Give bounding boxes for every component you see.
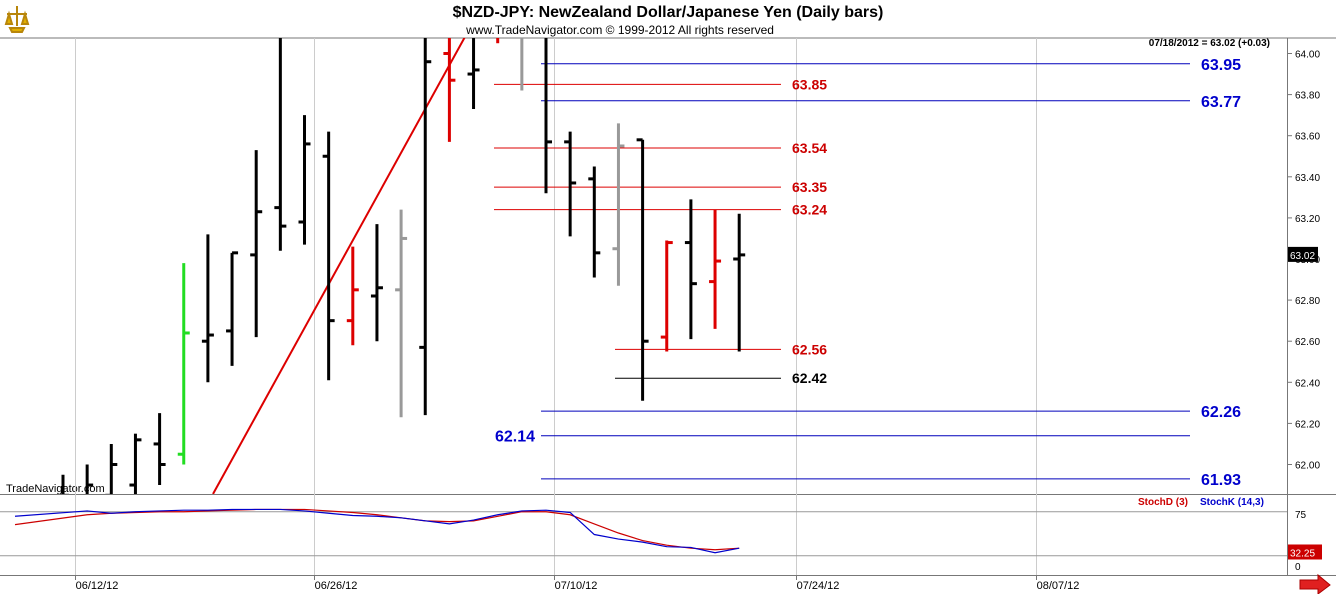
red-level-label: 63.24 <box>792 202 827 218</box>
price-tick-label: 63.80 <box>1295 91 1320 102</box>
price-bar <box>544 38 552 194</box>
price-bar <box>250 150 263 338</box>
black-level-label: 62.42 <box>792 370 827 386</box>
price-tick-label: 62.20 <box>1295 419 1320 430</box>
price-bar <box>443 38 456 142</box>
trade-navigator-logo-icon <box>4 4 30 34</box>
price-bar <box>177 263 190 465</box>
price-bar <box>733 213 746 352</box>
price-bar <box>201 234 214 383</box>
price-bar <box>395 209 408 418</box>
blue-level-label: 62.26 <box>1201 404 1241 421</box>
last-price-label: 63.02 <box>1290 251 1315 262</box>
price-bar <box>105 443 118 494</box>
blue-level-label: 61.93 <box>1201 472 1241 489</box>
price-bars <box>61 38 746 494</box>
price-bar <box>129 433 142 494</box>
price-tick-label: 62.40 <box>1295 378 1320 389</box>
legend-stochd: StochD (3) <box>1138 497 1188 508</box>
date-axis: 06/12/12 06/26/12 07/10/12 07/24/12 08/07/12 <box>75 575 1080 592</box>
price-bar <box>520 38 524 91</box>
date-tick-label: 06/12/12 <box>76 580 119 592</box>
price-tick-label: 63.40 <box>1295 173 1320 184</box>
red-level-label: 63.85 <box>792 76 827 92</box>
price-bar <box>419 38 432 416</box>
blue-level-label: 63.77 <box>1201 94 1241 111</box>
red-level-label: 62.56 <box>792 341 827 357</box>
price-bar <box>564 131 577 237</box>
date-gridlines <box>75 38 1037 575</box>
date-tick-label: 06/26/12 <box>315 580 358 592</box>
price-bar <box>322 131 335 381</box>
price-bar <box>709 209 722 329</box>
date-tick-label: 08/07/12 <box>1037 580 1080 592</box>
price-bar <box>153 413 166 486</box>
date-tick-label: 07/24/12 <box>797 580 840 592</box>
last-price-tag <box>1288 246 1318 262</box>
price-bar <box>636 138 649 401</box>
watermark: TradeNavigator.com <box>6 483 105 495</box>
price-bar <box>85 464 94 494</box>
price-bar <box>346 246 359 346</box>
price-tick-label: 62.60 <box>1295 337 1320 348</box>
price-bar <box>226 251 239 366</box>
stoch-last-tag <box>1288 544 1322 560</box>
fibonacci-levels: 63.85 63.54 63.35 63.24 62.56 62.42 63.95 63.77… <box>494 57 1241 489</box>
price-panel-frame <box>0 37 1336 576</box>
price-tick-label: 64.00 <box>1295 50 1320 61</box>
price-bar <box>467 38 480 109</box>
chart-subtitle: www.TradeNavigator.com © 1999-2012 All r… <box>465 23 774 37</box>
price-bar <box>370 224 383 342</box>
blue-level-label: 62.14 <box>495 429 535 446</box>
price-bar <box>588 166 601 278</box>
price-tick-label: 63.60 <box>1295 132 1320 143</box>
price-tick-label: 62.00 <box>1295 461 1320 472</box>
price-bar <box>274 38 287 251</box>
trendline <box>212 38 466 494</box>
price-tick-label: 63.20 <box>1295 214 1320 225</box>
stoch-last-label: 32.25 <box>1290 548 1315 559</box>
legend-stochk: StochK (14,3) <box>1200 497 1264 508</box>
price-bar <box>612 123 625 286</box>
stoch-series-line <box>14 508 740 554</box>
price-tick-label: 62.80 <box>1295 296 1320 307</box>
price-bar <box>61 474 69 494</box>
scroll-right-arrow-icon[interactable] <box>1299 573 1331 594</box>
trendline-segment <box>212 38 466 494</box>
stochastic-panel: 75 0 32.25 StochD (3) StochK (14,3) <box>0 497 1322 573</box>
date-tick-label: 07/10/12 <box>555 580 598 592</box>
quote-readout: 07/18/2012 = 63.02 (+0.03) <box>1149 38 1270 49</box>
red-level-label: 63.54 <box>792 140 827 156</box>
stoch-series-line <box>14 508 740 551</box>
price-bar <box>684 199 697 340</box>
stoch-tick-label: 75 <box>1295 510 1307 521</box>
red-level-label: 63.35 <box>792 179 827 195</box>
blue-level-label: 63.95 <box>1201 57 1241 74</box>
chart-title: $NZD-JPY: NewZealand Dollar/Japanese Yen… <box>453 4 884 21</box>
price-bar <box>298 115 311 245</box>
price-bar <box>660 240 673 352</box>
price-axis: 64.0063.8063.6063.4063.2063.0062.8062.60… <box>1287 50 1320 472</box>
stoch-tick-label: 0 <box>1295 562 1301 573</box>
